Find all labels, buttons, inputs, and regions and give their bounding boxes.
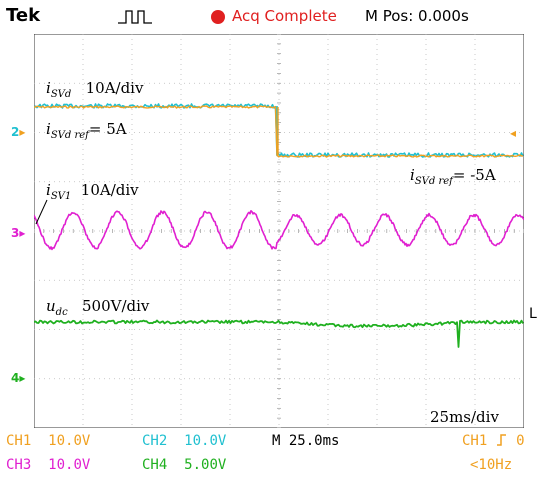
level-marker: L [529, 306, 537, 322]
isvd-ref-negative-label: iSVd ref= -5A [410, 166, 496, 187]
trigger-state-icon [118, 10, 152, 24]
ch3-trace [34, 210, 524, 251]
main-timebase-readout: M 25.0ms [272, 433, 340, 449]
ch3-ground-marker: 3▸ [11, 226, 26, 240]
isv1-pointer-line [35, 199, 48, 225]
ch1-trace [34, 105, 524, 158]
rising-edge-icon [496, 434, 506, 446]
ch2-ground-marker: 2▸ [11, 125, 26, 139]
ch1-readout: CH1 10.0V [6, 433, 91, 449]
ch4-readout: CH4 5.00V [142, 457, 227, 473]
isv1-label: iSV1 10A/div [46, 181, 139, 202]
oscilloscope-display [34, 34, 524, 428]
brand-logo: Tek [6, 5, 41, 26]
trigger-frequency-readout: <10Hz [470, 457, 513, 473]
ch2-readout: CH2 10.0V [142, 433, 227, 449]
isvd-label: iSVd 10A/div [46, 79, 144, 100]
graticule-grid [34, 34, 524, 428]
horizontal-position: M Pos: 0.000s [365, 7, 469, 25]
ch4-ground-marker: 4▸ [11, 371, 26, 385]
udc-label: udc 500V/div [46, 297, 150, 318]
red-dot-icon [211, 10, 225, 24]
ch3-readout: CH3 10.0V [6, 457, 91, 473]
ch1-trigger-level-arrow: ◂ [510, 126, 517, 140]
trigger-source-readout: CH1 0 [462, 433, 525, 449]
ch4-trace [34, 319, 524, 348]
status-bar: Tek Acq Complete M Pos: 0.000s [0, 0, 550, 32]
isvd-ref-positive-label: iSVd ref= 5A [46, 120, 127, 141]
acquisition-status: Acq Complete [232, 7, 337, 25]
timebase-annotation: 25ms/div [430, 408, 499, 426]
